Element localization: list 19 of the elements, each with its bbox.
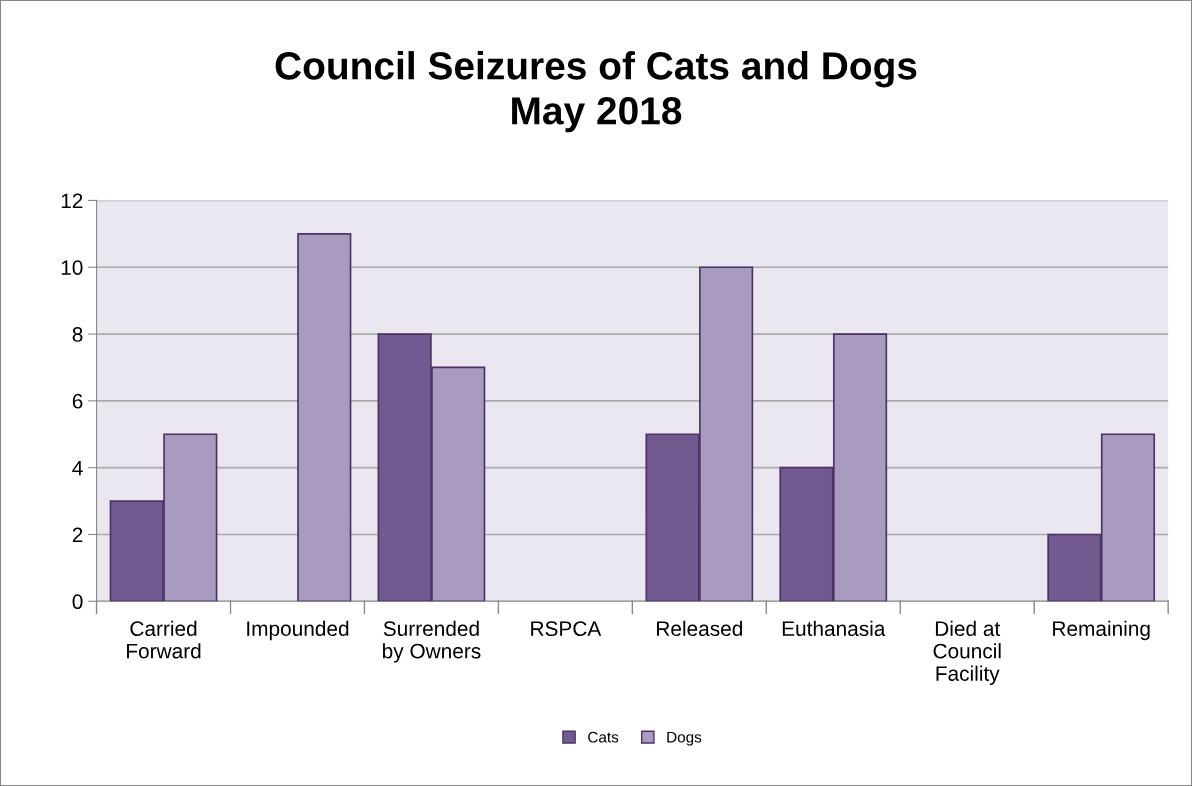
y-tick-label: 4 <box>72 460 83 476</box>
legend-label: Cats <box>588 731 619 743</box>
x-tick-label: Died at Council Facility <box>933 620 1001 686</box>
y-tick-label: 6 <box>72 393 83 409</box>
x-tick-label: Remaining <box>1053 620 1150 641</box>
x-tick-label: Impounded <box>247 620 349 641</box>
chart-title: Council Seizures of Cats and Dogs May 2018 <box>275 51 917 133</box>
y-tick-label: 2 <box>72 527 83 543</box>
x-tick-label: Euthanasia <box>782 620 886 637</box>
legend-label: Dogs <box>667 731 702 746</box>
x-tick-label: RSPCA <box>531 621 602 637</box>
x-tick-label: Surrended by Owners <box>382 620 481 663</box>
x-tick-label: Released <box>657 620 742 637</box>
y-tick-label: 8 <box>72 327 83 342</box>
y-tick-label: 0 <box>72 594 83 610</box>
y-tick-label: 10 <box>61 260 83 275</box>
bar <box>297 233 352 602</box>
y-tick-label: 12 <box>61 193 83 208</box>
x-tick-label: Carried Forward <box>127 620 201 659</box>
